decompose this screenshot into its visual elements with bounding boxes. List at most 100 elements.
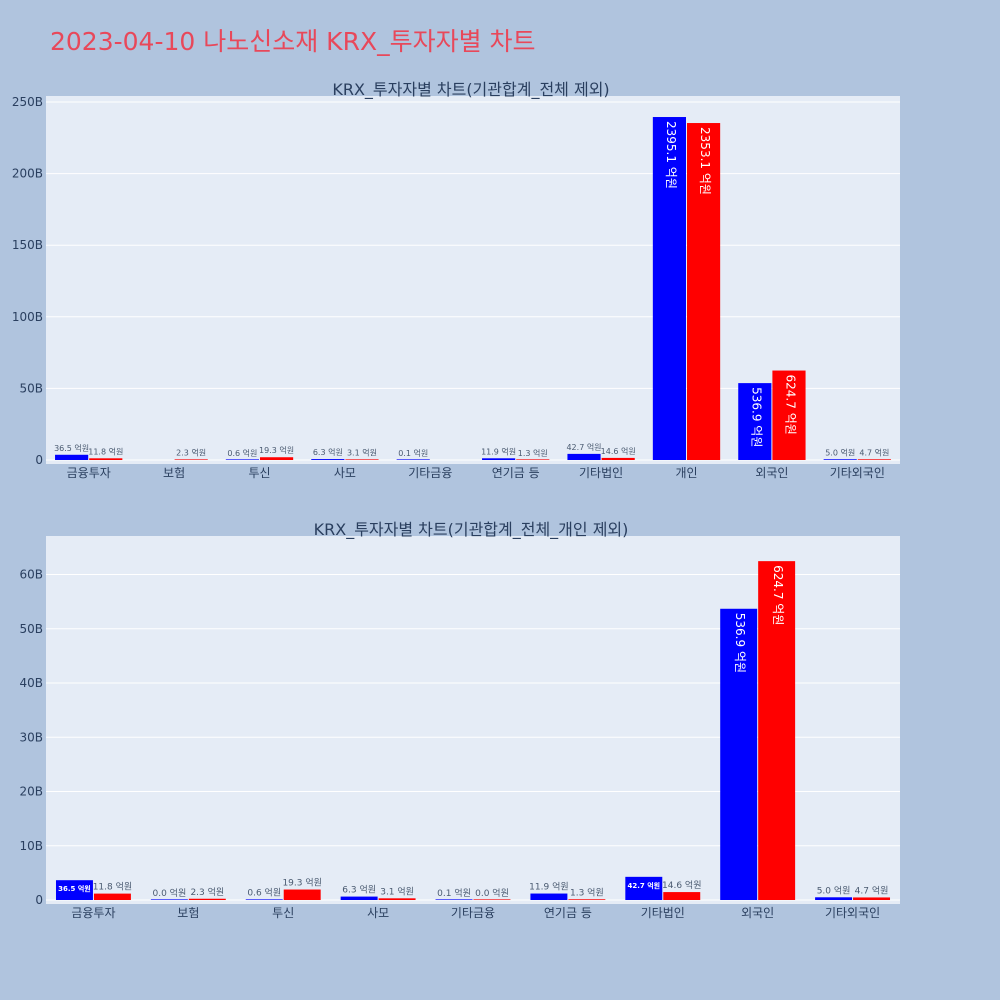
data-label: 36.5 억원: [58, 884, 91, 893]
bar: [396, 459, 430, 460]
chart-title: KRX_투자자별 차트(기관합계_전체_개인 제외): [314, 520, 629, 540]
bar: [720, 608, 758, 900]
bar: [567, 453, 601, 460]
data-label: 536.9 억원: [733, 613, 747, 673]
x-tick-label: 연기금 등: [544, 906, 592, 920]
data-label: 42.7 억원: [566, 442, 601, 452]
page-title: 2023-04-10 나노신소재 KRX_투자자별 차트: [50, 27, 536, 56]
bar: [516, 459, 550, 460]
x-tick-label: 기타법인: [641, 906, 685, 920]
bar: [482, 458, 516, 460]
bar: [435, 899, 473, 900]
data-label: 5.0 억원: [817, 884, 851, 896]
y-tick-label: 30B: [19, 730, 43, 744]
data-label: 624.7 억원: [771, 565, 785, 625]
y-tick-label: 150B: [12, 238, 43, 252]
data-label: 2.3 억원: [176, 448, 206, 458]
data-label: 5.0 억원: [825, 447, 855, 457]
data-label: 14.6 억원: [601, 446, 636, 456]
data-label: 6.3 억원: [342, 884, 376, 896]
data-label: 1.3 억원: [518, 448, 548, 458]
data-label: 2395.1 억원: [664, 121, 678, 189]
data-label: 4.7 억원: [859, 447, 889, 457]
data-label: 14.6 억원: [662, 879, 701, 891]
bar: [815, 897, 853, 900]
data-label: 0.0 억원: [152, 887, 186, 899]
y-tick-label: 250B: [12, 95, 43, 109]
bar: [687, 123, 721, 461]
data-label: 0.6 억원: [227, 448, 257, 458]
data-label: 2.3 억원: [190, 886, 224, 898]
y-tick-label: 60B: [19, 568, 43, 582]
bar: [378, 898, 416, 900]
x-tick-label: 외국인: [741, 906, 774, 920]
bar: [283, 889, 321, 900]
data-label: 536.9 억원: [749, 387, 763, 447]
data-label: 36.5 억원: [54, 443, 89, 453]
bar: [345, 459, 379, 460]
data-label: 2353.1 억원: [698, 127, 712, 195]
x-tick-label: 개인: [675, 466, 697, 480]
bar: [188, 898, 226, 900]
data-label: 19.3 억원: [259, 445, 294, 455]
data-label: 11.8 억원: [93, 881, 132, 893]
y-tick-label: 0: [35, 453, 43, 467]
y-tick-label: 0: [35, 893, 43, 907]
y-tick-label: 20B: [19, 785, 43, 799]
x-tick-label: 금융투자: [67, 466, 111, 480]
y-tick-label: 200B: [12, 167, 43, 181]
x-tick-label: 외국인: [755, 466, 788, 480]
bar: [652, 117, 686, 461]
bar: [93, 893, 131, 900]
bar: [530, 893, 568, 900]
bar: [738, 383, 772, 460]
bar: [89, 458, 123, 460]
bar: [823, 459, 857, 460]
bar: [150, 899, 188, 900]
x-tick-label: 기타외국인: [830, 466, 885, 480]
bar: [601, 457, 635, 460]
x-tick-label: 금융투자: [71, 906, 115, 920]
data-label: 0.6 억원: [247, 887, 281, 899]
y-tick-label: 50B: [19, 381, 43, 395]
bar: [260, 457, 294, 460]
x-tick-label: 투신: [272, 906, 294, 920]
data-label: 1.3 억원: [570, 886, 604, 898]
data-label: 4.7 억원: [855, 884, 889, 896]
x-tick-label: 연기금 등: [492, 466, 540, 480]
bar: [311, 459, 345, 460]
x-tick-label: 보험: [177, 906, 199, 920]
bar: [663, 892, 701, 900]
x-tick-label: 기타금융: [451, 906, 495, 920]
bar: [857, 459, 891, 460]
data-label: 624.7 억원: [783, 375, 797, 435]
data-label: 19.3 억원: [282, 877, 321, 889]
x-tick-label: 사모: [334, 466, 356, 480]
bar: [772, 370, 806, 460]
y-tick-label: 40B: [19, 676, 43, 690]
data-label: 11.9 억원: [481, 446, 516, 456]
data-label: 0.1 억원: [437, 887, 471, 899]
y-tick-label: 50B: [19, 622, 43, 636]
x-tick-label: 투신: [248, 466, 270, 480]
bar: [473, 899, 511, 900]
data-label: 42.7 억원: [628, 881, 661, 890]
bar: [55, 454, 89, 460]
bar: [55, 880, 93, 900]
x-tick-label: 기타외국인: [825, 906, 880, 920]
x-tick-label: 기타법인: [579, 466, 623, 480]
y-tick-label: 10B: [19, 839, 43, 853]
chart-2: 0 10B 20B 30B 40B 50B 60B KRX_투자자별 차트(기관합계_전체_개…: [19, 520, 900, 920]
bar: [758, 561, 796, 900]
chart-1: 0 50B 100B 150B 200B 250B KRX_투자자별 차트(기관합계_전체 …: [12, 80, 900, 480]
bar: [853, 897, 891, 900]
data-label: 3.1 억원: [347, 448, 377, 458]
data-label: 11.9 억원: [529, 881, 568, 893]
x-tick-label: 기타금융: [408, 466, 452, 480]
bar: [568, 899, 606, 900]
bar: [225, 459, 259, 460]
bar: [340, 896, 378, 900]
bar: [174, 459, 208, 460]
